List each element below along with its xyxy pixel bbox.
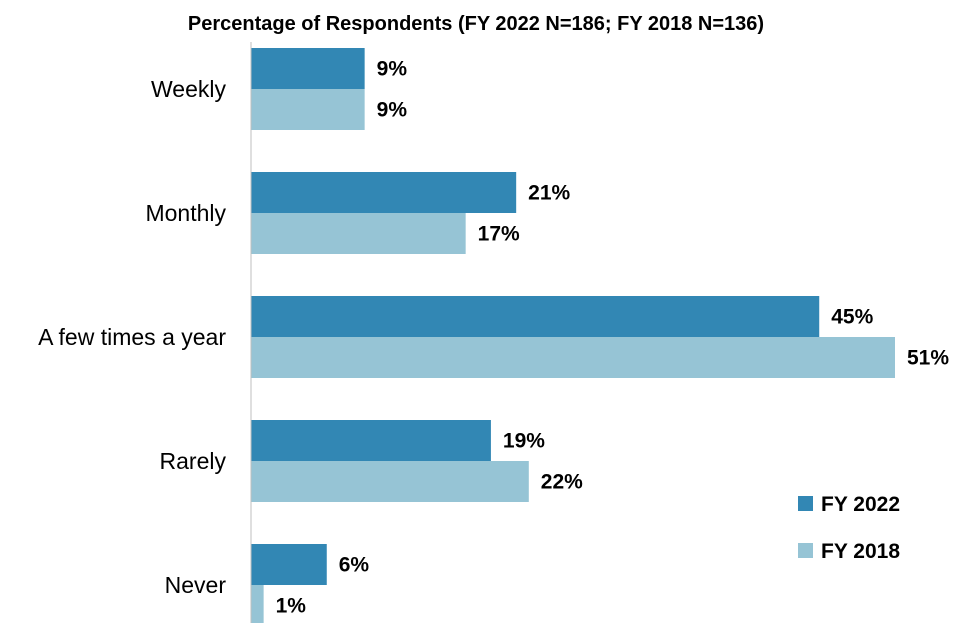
bar-a-few-times-a-year-fy-2022 — [251, 296, 820, 337]
legend-swatch-fy2022 — [798, 496, 813, 511]
bar-never-fy-2018 — [251, 585, 264, 623]
legend: FY 2022 FY 2018 — [798, 493, 900, 563]
bar-never-fy-2022 — [251, 544, 327, 585]
data-label-a-few-times-a-year-fy-2022: 45% — [831, 306, 873, 329]
data-label-never-fy-2022: 6% — [339, 554, 370, 577]
legend-swatch-fy2018 — [798, 543, 813, 558]
bar-monthly-fy-2018 — [251, 213, 466, 254]
data-label-weekly-fy-2018: 9% — [377, 99, 408, 122]
data-label-rarely-fy-2022: 19% — [503, 430, 545, 453]
category-label-never: Never — [165, 572, 227, 598]
bar-weekly-fy-2018 — [251, 89, 365, 130]
data-label-never-fy-2018: 1% — [276, 595, 307, 618]
data-label-monthly-fy-2018: 17% — [478, 223, 520, 246]
category-label-weekly: Weekly — [151, 76, 226, 102]
bar-monthly-fy-2022 — [251, 172, 517, 213]
legend-label-fy2022: FY 2022 — [821, 493, 900, 516]
bars-layer: Weekly 9% 9% Monthly 21% 17% A few times a yea… — [38, 48, 949, 623]
data-label-rarely-fy-2018: 22% — [541, 471, 583, 494]
category-label-monthly: Monthly — [145, 200, 226, 226]
bar-a-few-times-a-year-fy-2018 — [251, 337, 895, 378]
legend-label-fy2018: FY 2018 — [821, 540, 900, 563]
data-label-monthly-fy-2022: 21% — [528, 182, 570, 205]
bar-weekly-fy-2022 — [251, 48, 365, 89]
data-label-a-few-times-a-year-fy-2018: 51% — [907, 347, 949, 370]
category-label-rarely: Rarely — [160, 448, 227, 474]
category-label-a-few-times-a-year: A few times a year — [38, 324, 226, 350]
bar-rarely-fy-2018 — [251, 461, 529, 502]
data-label-weekly-fy-2022: 9% — [377, 58, 408, 81]
chart-title: Percentage of Respondents (FY 2022 N=186… — [188, 13, 764, 35]
bar-rarely-fy-2022 — [251, 420, 491, 461]
